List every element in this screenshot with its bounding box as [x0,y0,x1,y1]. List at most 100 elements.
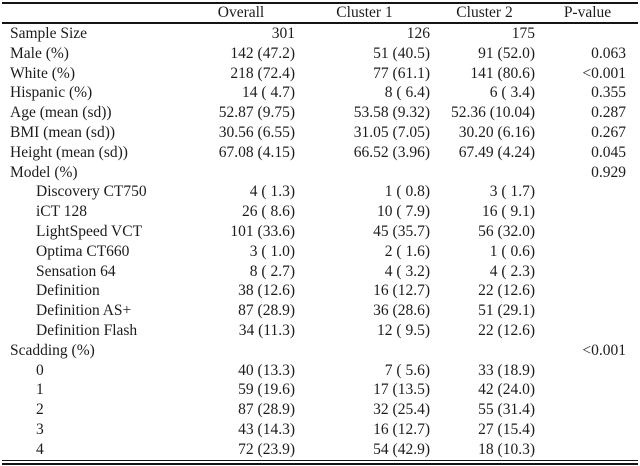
cell-pvalue: <0.001 [582,341,626,359]
cell-pvalue: 0.287 [591,104,626,122]
row-label: Definition AS+ [36,302,132,320]
cell-cluster1: 1 ( 0.8) [384,183,430,201]
cell-overall [185,163,297,183]
cohort-characteristics-table: Overall Cluster 1 Cluster 2 P-value Samp… [2,2,638,460]
row-label: LightSpeed VCT [36,222,143,240]
table-row: Height (mean (sd)) 67.08 (4.15) 66.52 (3… [2,143,638,163]
cell-pvalue [537,182,638,202]
cell-pvalue: 0.267 [591,123,626,141]
cell-overall: 43 (14.3) [238,420,295,438]
table-row: LightSpeed VCT 101 (33.6) 45 (35.7) 56 (… [2,222,638,242]
cell-cluster1: 17 (13.5) [373,381,430,399]
table-row: Sample Size 301 126 175 [2,23,638,44]
table-row: Discovery CT750 4 ( 1.3) 1 ( 0.8) 3 ( 1.… [2,182,638,202]
row-label: Scadding (%) [10,341,95,359]
cell-pvalue [537,420,638,440]
cell-overall: 87 (28.9) [238,401,295,419]
cell-cluster2: 51 (29.1) [478,302,535,320]
cell-overall: 301 [271,25,295,42]
cell-cluster2: 56 (32.0) [478,222,535,240]
row-label: Definition [36,282,100,300]
cell-pvalue [537,321,638,341]
table-row: Definition Flash 34 (11.3) 12 ( 9.5) 22 … [2,321,638,341]
header-rowlabel-blank [2,3,185,24]
cell-overall: 4 ( 1.3) [249,183,295,201]
cell-cluster1: 45 (35.7) [373,222,430,240]
cell-cluster2: 1 ( 0.6) [489,242,535,260]
cell-pvalue [537,400,638,420]
table-row: Age (mean (sd)) 52.87 (9.75) 53.58 (9.32… [2,103,638,123]
cell-cluster1: 10 ( 7.9) [377,203,430,221]
cell-cluster1: 12 ( 9.5) [377,321,430,339]
header-cluster2: Cluster 2 [432,3,537,24]
cell-cluster1: 4 ( 3.2) [384,262,430,280]
header-row: Overall Cluster 1 Cluster 2 P-value [2,3,638,24]
cell-cluster1: 2 ( 1.6) [384,242,430,260]
table-bottom-rule [2,459,638,465]
cell-cluster1: 7 ( 5.6) [384,361,430,379]
header-cluster1: Cluster 1 [297,3,432,24]
row-label: Optima CT660 [36,242,130,260]
cell-cluster1: 126 [406,25,430,42]
cell-cluster2: 3 ( 1.7) [489,183,535,201]
cell-cluster2: 22 (12.6) [478,321,535,339]
row-label: Male (%) [10,44,69,62]
row-label: Definition Flash [36,321,138,339]
table-row: White (%) 218 (72.4) 77 (61.1) 141 (80.6… [2,64,638,84]
cell-cluster2: 4 ( 2.3) [489,262,535,280]
cell-overall: 72 (23.9) [238,440,295,458]
table-row: BMI (mean (sd)) 30.56 (6.55) 31.05 (7.05… [2,123,638,143]
cell-overall: 34 (11.3) [238,321,295,339]
cell-cluster1: 66.52 (3.96) [353,143,430,161]
cell-pvalue [537,361,638,381]
cell-cluster2: 22 (12.6) [478,282,535,300]
cell-cluster2: 91 (52.0) [478,44,535,62]
row-label: Sample Size [10,25,88,42]
cell-cluster1: 36 (28.6) [373,302,430,320]
cell-cluster2: 42 (24.0) [478,381,535,399]
cell-pvalue [537,202,638,222]
cell-cluster1: 54 (42.9) [373,440,430,458]
cell-cluster1: 16 (12.7) [373,420,430,438]
table-row: 2 87 (28.9) 32 (25.4) 55 (31.4) [2,400,638,420]
header-pvalue: P-value [537,3,638,24]
cell-pvalue [537,262,638,282]
table-row: 0 40 (13.3) 7 ( 5.6) 33 (18.9) [2,361,638,381]
cell-cluster2: 67.49 (4.24) [458,143,535,161]
table-row: Male (%) 142 (47.2) 51 (40.5) 91 (52.0) … [2,44,638,64]
header-overall: Overall [185,3,297,24]
row-label: BMI (mean (sd)) [10,123,116,141]
cell-cluster2: 27 (15.4) [478,420,535,438]
cell-cluster1: 51 (40.5) [373,44,430,62]
cell-cluster2: 33 (18.9) [478,361,535,379]
row-label: 2 [36,401,44,419]
row-label: Sensation 64 [36,262,116,280]
cell-pvalue: 0.063 [591,44,626,62]
cell-overall: 87 (28.9) [238,302,295,320]
cell-cluster2: 52.36 (10.04) [451,104,535,122]
cell-pvalue [537,301,638,321]
table-row: Definition 38 (12.6) 16 (12.7) 22 (12.6) [2,281,638,301]
cell-overall: 59 (19.6) [238,381,295,399]
cell-pvalue: <0.001 [582,64,626,82]
cell-cluster2 [432,341,537,361]
cell-cluster1 [297,341,432,361]
cell-cluster2: 175 [511,25,535,42]
cell-overall: 30.56 (6.55) [218,123,295,141]
table-row: Scadding (%) <0.001 [2,341,638,361]
cell-overall: 218 (72.4) [230,64,295,82]
cell-overall: 38 (12.6) [238,282,295,300]
cell-cluster1: 31.05 (7.05) [353,123,430,141]
table-row: Optima CT660 3 ( 1.0) 2 ( 1.6) 1 ( 0.6) [2,242,638,262]
cell-cluster2: 30.20 (6.16) [458,123,535,141]
cell-overall: 40 (13.3) [238,361,295,379]
cell-cluster2: 55 (31.4) [478,401,535,419]
row-label: Hispanic (%) [10,84,93,102]
table-row: Model (%) 0.929 [2,163,638,183]
row-label: White (%) [10,64,75,82]
cell-overall: 8 ( 2.7) [249,262,295,280]
cell-cluster2: 141 (80.6) [470,64,535,82]
row-label: Age (mean (sd)) [10,104,112,122]
table-row: Hispanic (%) 14 ( 4.7) 8 ( 6.4) 6 ( 3.4)… [2,83,638,103]
